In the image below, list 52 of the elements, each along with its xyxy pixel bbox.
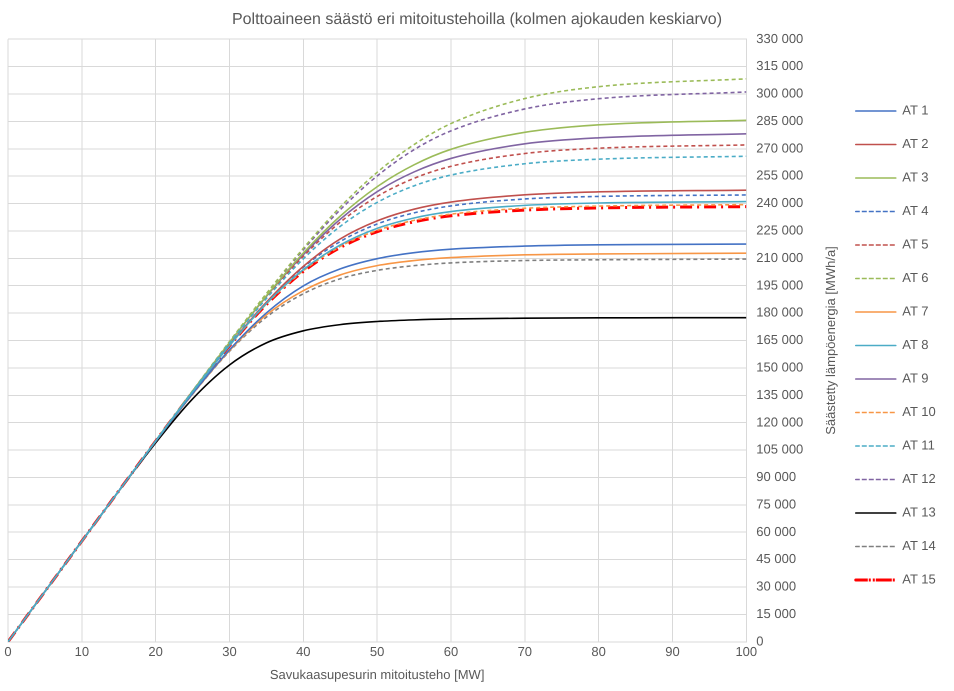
legend-label: AT 5 <box>902 236 929 252</box>
y-tick-label: 165 000 <box>756 332 804 348</box>
y-tick-label: 30 000 <box>756 578 796 594</box>
y-tick-label: 105 000 <box>756 442 804 457</box>
y-tick-label: 90 000 <box>756 469 796 484</box>
x-tick-label: 20 <box>148 644 163 660</box>
legend-label: AT 10 <box>902 404 936 420</box>
legend-label: AT 13 <box>902 504 936 520</box>
x-tick-label: 0 <box>4 644 12 660</box>
x-tick-label: 100 <box>735 644 758 660</box>
x-tick-label: 70 <box>518 644 532 660</box>
y-tick-label: 60 000 <box>756 524 796 539</box>
chart-title: Polttoaineen säästö eri mitoitustehoilla (kolmen ajokauden keskiarvo) <box>232 11 722 28</box>
x-tick-label: 60 <box>444 644 458 660</box>
y-tick-label: 300 000 <box>756 86 804 101</box>
x-tick-label: 10 <box>74 644 90 660</box>
legend-label: AT 12 <box>902 471 936 486</box>
legend-label: AT 15 <box>902 572 936 587</box>
y-tick-label: 120 000 <box>756 414 804 430</box>
y-tick-label: 330 000 <box>756 30 804 46</box>
legend-label: AT 6 <box>902 270 929 286</box>
y-tick-label: 180 000 <box>756 304 804 320</box>
y-tick-label: 75 000 <box>756 496 796 512</box>
y-tick-label: 270 000 <box>756 140 804 156</box>
x-tick-label: 30 <box>222 644 237 660</box>
legend-label: AT 11 <box>902 438 935 453</box>
x-axis-title: Savukaasupesurin mitoitusteho [MW] <box>270 666 484 682</box>
y-tick-label: 135 000 <box>756 386 804 402</box>
y-tick-label: 255 000 <box>756 168 804 183</box>
x-tick-label: 90 <box>665 644 680 660</box>
legend-label: AT 9 <box>902 370 929 386</box>
y-tick-label: 315 000 <box>756 58 804 74</box>
y-tick-label: 210 000 <box>756 250 804 265</box>
legend-label: AT 7 <box>902 304 929 319</box>
x-tick-label: 80 <box>591 644 606 660</box>
legend-label: AT 14 <box>902 538 936 554</box>
x-tick-label: 50 <box>370 644 384 660</box>
y-tick-label: 285 000 <box>756 112 804 128</box>
legend-label: AT 2 <box>902 136 929 152</box>
legend-label: AT 8 <box>902 337 929 352</box>
legend-label: AT 1 <box>902 102 929 118</box>
y-tick-label: 45 000 <box>756 551 796 566</box>
legend-label: AT 3 <box>902 170 929 185</box>
y-tick-label: 225 000 <box>756 222 804 238</box>
y-tick-label: 0 <box>756 633 764 648</box>
y-axis-title: Säästetty lämpöenergia [MWh/a] <box>822 246 838 435</box>
y-tick-label: 150 000 <box>756 359 804 374</box>
y-tick-label: 15 000 <box>756 606 796 621</box>
legend-label: AT 4 <box>902 203 929 218</box>
y-tick-label: 195 000 <box>756 277 804 292</box>
y-tick-label: 240 000 <box>756 195 804 210</box>
x-tick-label: 40 <box>296 644 311 660</box>
